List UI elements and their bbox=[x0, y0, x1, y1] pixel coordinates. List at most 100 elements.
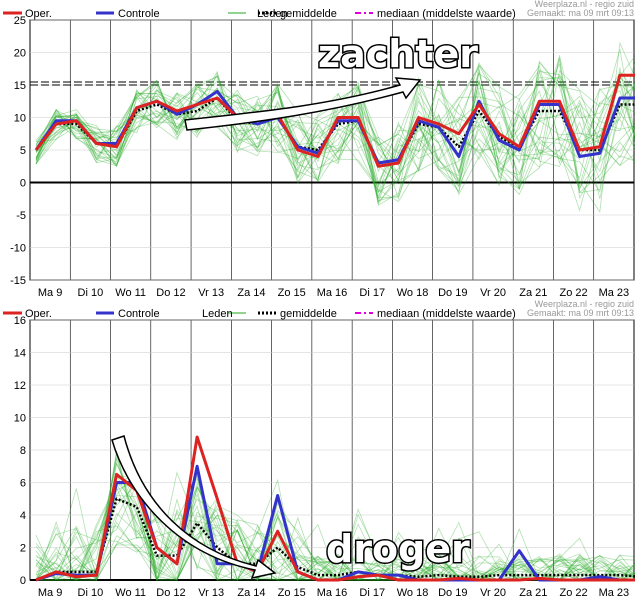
legend2-controle-label: Controle bbox=[118, 308, 160, 320]
member-line bbox=[35, 57, 635, 194]
member-line bbox=[36, 473, 635, 582]
x-tick-label: Zo 15 bbox=[278, 287, 306, 299]
member-line bbox=[35, 81, 635, 180]
member-line bbox=[35, 58, 635, 201]
credit-site: Weerplaza.nl - regio zuid bbox=[535, 0, 634, 9]
precipitation-panel: 0 2 4 6 8 10 12 14 16 Ma 9 Di 10 Wo 11 Do 12 Vr 13 Za… bbox=[3, 299, 635, 599]
y-tick-label: -15 bbox=[10, 275, 26, 287]
x-tick-label: Vr 20 bbox=[480, 287, 506, 299]
member-line bbox=[35, 80, 635, 187]
y-tick-label: 10 bbox=[14, 113, 26, 125]
y-tick-label: 12 bbox=[14, 380, 26, 392]
x-tick-label: Ma 23 bbox=[599, 587, 630, 599]
droger-arrow bbox=[111, 435, 277, 580]
temperature-panel: -15 -10 -5 0 5 10 15 20 25 Ma 9 Di 10 Wo 11 Do 12 Vr… bbox=[3, 0, 635, 299]
member-line bbox=[35, 49, 635, 182]
y-tick-label: 20 bbox=[14, 48, 26, 60]
y-tick-label: 2 bbox=[20, 543, 26, 555]
y-tick-label: 0 bbox=[20, 178, 26, 190]
y-tick-label: 5 bbox=[20, 145, 26, 157]
member-line bbox=[35, 61, 635, 201]
y-tick-label: -10 bbox=[10, 243, 26, 255]
x-tick-label: Za 14 bbox=[237, 587, 265, 599]
x-tick-label: Ma 16 bbox=[317, 587, 348, 599]
legend-mediaan-label: mediaan (middelste waarde) bbox=[377, 8, 516, 20]
x-tick-label: Zo 22 bbox=[560, 587, 588, 599]
x-tick-label: Wo 11 bbox=[115, 287, 146, 299]
credit2-site: Weerplaza.nl - regio zuid bbox=[535, 299, 634, 309]
legend2-oper-label: Oper. bbox=[25, 308, 52, 320]
series-oper bbox=[35, 435, 635, 582]
zachter-label: zachter bbox=[318, 32, 478, 76]
temperature-x-ticks: Ma 9 Di 10 Wo 11 Do 12 Vr 13 Za 14 Zo 15 Ma 16 D… bbox=[38, 287, 629, 299]
member-line bbox=[36, 480, 635, 581]
credit-made: Gemaakt: ma 09 mrt 09:13 bbox=[527, 8, 634, 18]
member-line bbox=[35, 480, 635, 581]
droger-callout: droger bbox=[111, 435, 472, 580]
legend-gemiddelde-label: gemiddelde bbox=[280, 8, 337, 20]
credit2-made: Gemaakt: ma 09 mrt 09:13 bbox=[527, 308, 634, 318]
member-line bbox=[35, 486, 635, 581]
member-line bbox=[36, 510, 635, 581]
member-line bbox=[35, 483, 635, 581]
temperature-y-ticks: -15 -10 -5 0 5 10 15 20 25 bbox=[10, 15, 26, 287]
member-line bbox=[35, 74, 635, 198]
member-line bbox=[35, 60, 635, 188]
member-line bbox=[35, 453, 635, 581]
member-line bbox=[35, 472, 635, 582]
member-line bbox=[35, 473, 635, 582]
precipitation-series bbox=[35, 435, 635, 582]
member-line bbox=[35, 41, 635, 214]
member-line bbox=[35, 513, 635, 581]
legend2-leden-label: Leden bbox=[202, 308, 233, 320]
x-tick-label: Do 19 bbox=[438, 287, 467, 299]
droger-label: droger bbox=[326, 527, 470, 571]
x-tick-label: Za 14 bbox=[237, 287, 265, 299]
member-line bbox=[35, 498, 635, 581]
x-tick-label: Vr 13 bbox=[198, 287, 224, 299]
temperature-legend: Oper. Controle Leden gemiddelde mediaan … bbox=[3, 0, 634, 20]
series-oper bbox=[34, 73, 635, 168]
x-tick-label: Ma 9 bbox=[38, 587, 62, 599]
legend-controle-label: Controle bbox=[118, 8, 160, 20]
member-line bbox=[35, 471, 635, 581]
x-tick-label: Ma 9 bbox=[38, 287, 62, 299]
member-line bbox=[35, 62, 635, 200]
x-tick-label: Za 21 bbox=[519, 287, 547, 299]
y-tick-label: 16 bbox=[14, 315, 26, 327]
x-tick-label: Do 12 bbox=[156, 587, 185, 599]
temperature-series bbox=[34, 73, 635, 168]
y-tick-label: 14 bbox=[14, 348, 26, 360]
member-line bbox=[35, 461, 635, 581]
temperature-grid bbox=[30, 19, 634, 281]
member-line bbox=[35, 55, 635, 182]
x-tick-label: Ma 16 bbox=[317, 287, 348, 299]
member-line bbox=[35, 451, 635, 581]
series-controle bbox=[34, 90, 635, 165]
y-tick-label: 8 bbox=[20, 445, 26, 457]
x-tick-label: Ma 23 bbox=[599, 287, 630, 299]
y-tick-label: -5 bbox=[16, 210, 26, 222]
member-line bbox=[35, 64, 635, 193]
zachter-callout: zachter bbox=[184, 31, 480, 131]
member-line bbox=[35, 514, 635, 581]
x-tick-label: Zo 15 bbox=[278, 587, 306, 599]
y-tick-label: 0 bbox=[20, 575, 26, 587]
precipitation-legend: Oper. Controle Leden gemiddelde mediaan … bbox=[3, 299, 634, 320]
x-tick-label: Di 17 bbox=[359, 287, 385, 299]
x-tick-label: Zo 22 bbox=[560, 287, 588, 299]
y-tick-label: 6 bbox=[20, 478, 26, 490]
x-tick-label: Di 10 bbox=[78, 587, 104, 599]
precipitation-x-ticks: Ma 9 Di 10 Wo 11 Do 12 Vr 13 Za 14 Zo 15 Ma 16 D… bbox=[38, 587, 629, 599]
x-tick-label: Wo 18 bbox=[397, 287, 429, 299]
legend2-gemiddelde-label: gemiddelde bbox=[280, 308, 337, 320]
x-tick-label: Do 12 bbox=[156, 287, 185, 299]
legend-leden-label: Leden bbox=[257, 8, 288, 20]
member-line bbox=[35, 79, 635, 196]
member-line bbox=[35, 74, 635, 193]
x-tick-label: Di 10 bbox=[78, 287, 104, 299]
member-line bbox=[35, 458, 635, 582]
x-tick-label: Za 21 bbox=[519, 587, 547, 599]
member-line bbox=[35, 67, 635, 194]
x-tick-label: Wo 11 bbox=[115, 587, 146, 599]
